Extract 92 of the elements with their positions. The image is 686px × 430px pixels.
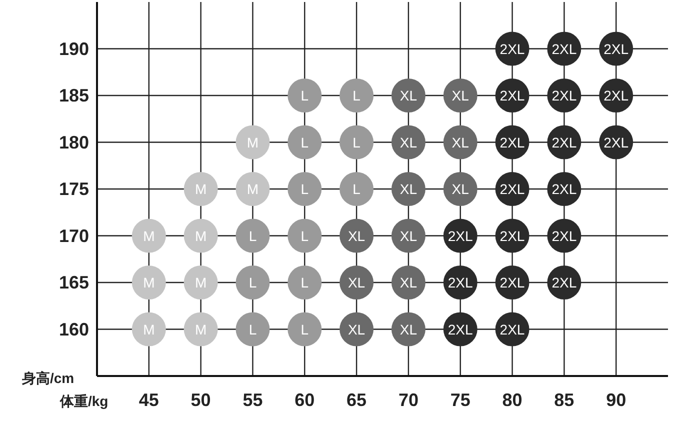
text: XL — [348, 274, 366, 290]
text: M — [143, 321, 155, 338]
text: 2XL — [448, 274, 473, 290]
text: M — [194, 321, 207, 338]
text: L — [352, 181, 360, 197]
text: XL — [400, 321, 418, 338]
text: XL — [400, 181, 418, 197]
x-tick-label: 90 — [606, 390, 626, 410]
point — [288, 78, 322, 112]
text: 2XL — [604, 88, 629, 104]
text: 2XL — [448, 228, 473, 244]
point — [288, 218, 322, 253]
text: L — [248, 321, 257, 338]
y-tick-label: 185 — [58, 86, 89, 106]
text: 2XL — [604, 134, 629, 150]
point — [340, 78, 374, 112]
series-label: XL — [400, 88, 418, 104]
text: 2XL — [500, 181, 525, 197]
x-tick-label: 75 — [450, 390, 470, 410]
text: L — [248, 274, 257, 290]
point — [288, 172, 322, 206]
point — [184, 312, 218, 346]
text: M — [194, 274, 207, 290]
point — [340, 125, 374, 160]
point — [236, 218, 270, 253]
point — [184, 266, 218, 300]
y-tick-label: 180 — [58, 132, 89, 152]
point — [236, 172, 270, 206]
series-label: M — [246, 134, 259, 150]
x-tick-label: 65 — [346, 390, 367, 410]
text: XL — [400, 134, 418, 150]
x-tick-label: 70 — [398, 390, 418, 410]
text: 2XL — [552, 40, 577, 57]
point — [132, 266, 166, 300]
y-tick-label: 170 — [58, 226, 89, 246]
point — [184, 172, 218, 206]
series-label: L — [300, 88, 309, 104]
text: L — [248, 228, 257, 244]
point — [288, 312, 322, 346]
x-tick-label: 60 — [294, 390, 315, 410]
text: 2XL — [552, 274, 577, 290]
text: M — [194, 228, 207, 244]
text: L — [300, 274, 309, 290]
y-tick-label: 160 — [58, 319, 89, 340]
text: XL — [400, 274, 418, 290]
point — [236, 266, 270, 300]
x-tick-label: 85 — [554, 390, 574, 410]
text: XL — [400, 228, 418, 244]
text: 2XL — [500, 40, 525, 57]
text: 2XL — [552, 181, 577, 197]
text: XL — [452, 181, 469, 197]
text: 2XL — [500, 134, 525, 150]
y-tick-label: 175 — [58, 179, 89, 199]
text: 2XL — [500, 321, 525, 338]
text: XL — [452, 134, 469, 150]
series-label: 2XL — [500, 88, 525, 104]
text: L — [352, 88, 360, 104]
text: M — [143, 274, 155, 290]
text: 2XL — [448, 321, 473, 338]
x-axis-title: 体重/kg — [59, 393, 108, 409]
text: L — [352, 134, 360, 150]
point — [236, 312, 270, 346]
point — [132, 218, 166, 253]
point — [184, 218, 218, 253]
point — [132, 312, 166, 346]
text: M — [194, 181, 207, 197]
text: 2XL — [500, 274, 525, 290]
x-tick-label: 45 — [138, 390, 159, 410]
text: 2XL — [552, 134, 577, 150]
text: 2XL — [500, 228, 525, 244]
text: M — [143, 228, 155, 244]
y-axis-title: 身高/cm — [21, 370, 74, 386]
point — [288, 266, 322, 300]
point — [288, 125, 322, 160]
point — [340, 172, 374, 206]
y-tick-label: 165 — [58, 272, 89, 292]
text: XL — [348, 321, 366, 338]
text: XL — [452, 88, 469, 104]
point — [236, 125, 270, 160]
x-tick-label: 50 — [190, 390, 211, 410]
text: XL — [348, 228, 366, 244]
text: L — [300, 228, 309, 244]
text: M — [246, 181, 259, 197]
text: 2XL — [552, 228, 577, 244]
y-tick-label: 190 — [58, 38, 89, 59]
text: L — [300, 134, 309, 150]
text: 2XL — [604, 40, 629, 57]
x-tick-label: 80 — [502, 390, 522, 410]
text: L — [300, 181, 309, 197]
text: L — [300, 321, 309, 338]
x-tick-label: 55 — [242, 390, 263, 410]
text: 2XL — [552, 88, 577, 104]
